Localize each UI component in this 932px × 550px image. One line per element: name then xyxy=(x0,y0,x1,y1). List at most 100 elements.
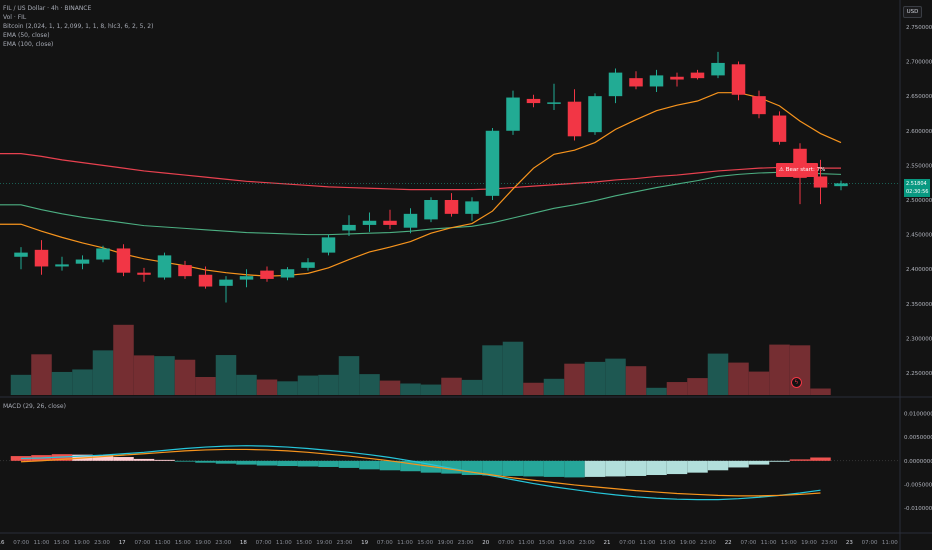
time-tick-label: 19:00 xyxy=(801,540,817,546)
price-tick-label: 2.3000000 xyxy=(906,336,932,342)
ema-lines xyxy=(0,92,900,277)
time-tick-label: 15:00 xyxy=(54,540,70,546)
time-tick-label: 23:00 xyxy=(700,540,716,546)
macd-tick-label: 0.0050000 xyxy=(904,435,932,441)
ema100-line xyxy=(0,153,841,191)
time-tick-label: 07:00 xyxy=(740,540,756,546)
candle-body xyxy=(403,213,418,228)
candle-body xyxy=(834,183,848,187)
candle-body xyxy=(96,248,110,260)
volume-bar xyxy=(318,374,339,395)
volume-bar xyxy=(10,374,32,395)
volume-bar xyxy=(543,378,565,395)
macd-histogram-bar xyxy=(666,460,688,475)
candle-body xyxy=(260,270,274,279)
price-tick-label: 2.6500000 xyxy=(906,94,932,100)
currency-badge[interactable]: USD xyxy=(903,6,922,18)
price-tick-label: 2.4500000 xyxy=(906,233,932,239)
volume-bar xyxy=(113,324,134,395)
volume-bar xyxy=(687,378,708,395)
volume-indicator-label[interactable]: Vol · FIL xyxy=(3,14,27,21)
volume-bar xyxy=(666,382,688,395)
macd-histogram-bar xyxy=(543,460,565,477)
symbol-title[interactable]: FIL / US Dollar · 4h · BINANCE xyxy=(3,5,92,12)
macd-histogram-bar xyxy=(502,460,524,476)
macd-histogram-bar xyxy=(584,460,606,477)
time-tick-label: 15:00 xyxy=(175,540,191,546)
candle-body xyxy=(239,276,254,280)
macd-histogram-bar xyxy=(789,459,811,461)
ema-fast-line xyxy=(0,92,842,277)
candle-body xyxy=(772,115,787,142)
time-tick-label: 15:00 xyxy=(538,540,554,546)
candle-body xyxy=(649,75,664,87)
macd-signal-line xyxy=(20,448,821,497)
volume-bar xyxy=(584,361,606,395)
candle-body xyxy=(752,96,766,115)
price-tick-label: 2.7500000 xyxy=(906,25,932,31)
macd-histogram-bar xyxy=(564,460,585,478)
macd-histogram-bar xyxy=(236,460,257,465)
time-tick-label: 07:00 xyxy=(619,540,635,546)
volume-bar xyxy=(236,374,257,395)
time-tick-label: 16 xyxy=(0,540,5,546)
price-tick-label: 2.5000000 xyxy=(906,198,932,204)
volume-bar xyxy=(297,375,319,395)
volume-bar xyxy=(174,359,196,395)
macd-histogram-bar xyxy=(113,457,134,461)
volume-bar xyxy=(400,383,421,395)
candle-body xyxy=(485,130,500,196)
volume-bar xyxy=(133,355,155,395)
volume-bar xyxy=(256,379,278,395)
macd-histogram-bar xyxy=(359,460,380,470)
candle-body xyxy=(444,200,459,214)
volume-bar xyxy=(441,377,462,395)
candle-body xyxy=(670,76,684,80)
ema50-indicator-label[interactable]: EMA (50, close) xyxy=(3,32,50,39)
lightning-icon[interactable]: ϟ xyxy=(791,377,802,388)
volume-bar xyxy=(154,356,175,395)
volume-bar xyxy=(277,381,298,395)
volume-bar xyxy=(195,377,216,395)
candle-body xyxy=(362,220,377,225)
volume-bar xyxy=(31,354,52,395)
price-tick-label: 2.4000000 xyxy=(906,267,932,273)
time-tick-label: 23:00 xyxy=(94,540,110,546)
candle-body xyxy=(506,97,520,131)
macd-histogram-bar xyxy=(195,460,216,463)
candle-body xyxy=(608,72,623,97)
ema100-indicator-label[interactable]: EMA (100, close) xyxy=(3,41,54,48)
candle-body xyxy=(424,200,438,220)
time-axis: 16 07:00 11:00 15:00 19:00 23:00 17 07:00 11:00 1… xyxy=(0,540,898,546)
candle-body xyxy=(75,259,90,264)
price-tick-label: 2.7000000 xyxy=(906,60,932,66)
time-tick-label: 11:00 xyxy=(761,540,777,546)
macd-histogram-bar xyxy=(318,460,339,467)
time-tick-label: 15:00 xyxy=(660,540,676,546)
signal-tooltip-label: Bear start: 7% xyxy=(785,167,826,173)
macd-tick-label: -0.0100000 xyxy=(904,506,932,512)
macd-histogram-bar xyxy=(338,460,360,468)
candle-body xyxy=(547,102,561,104)
macd-histogram-bar xyxy=(400,460,421,472)
time-tick-label: 07:00 xyxy=(134,540,150,546)
candle-body xyxy=(629,78,643,87)
volume-bar xyxy=(625,366,647,395)
macd-histogram-bar xyxy=(92,455,114,461)
candle-body xyxy=(731,64,746,95)
macd-histogram-bar xyxy=(174,460,196,462)
time-tick-label: 11:00 xyxy=(276,540,292,546)
time-tick-label: 11:00 xyxy=(33,540,49,546)
macd-histogram-bar xyxy=(133,458,155,461)
macd-indicator-label[interactable]: MACD (29, 26, close) xyxy=(3,403,66,410)
time-tick-label: 19 xyxy=(361,540,368,546)
volume-bar xyxy=(564,363,585,395)
price-tick-label: 2.6000000 xyxy=(906,129,932,135)
macd-histogram-bar xyxy=(523,460,544,477)
volume-bar xyxy=(51,371,73,395)
macd-tick-label: 0.0100000 xyxy=(904,411,932,417)
bitcoin-indicator-label[interactable]: Bitcoin (2,024, 1, 1, 2,099, 1, 1, 8, hl… xyxy=(3,23,154,30)
volume-bar xyxy=(810,388,831,395)
